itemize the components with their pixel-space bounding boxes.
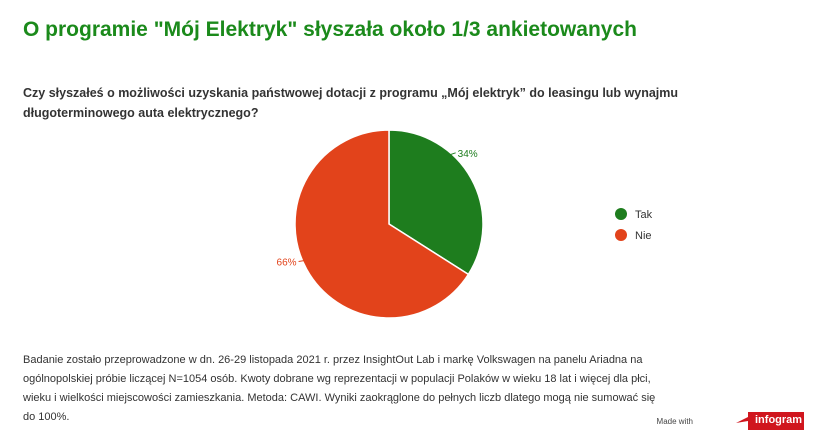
leader-line-tak	[449, 152, 456, 156]
legend-label-nie[interactable]: Nie	[635, 230, 652, 242]
pie-slice-nie[interactable]	[294, 129, 470, 319]
infogram-brand-text[interactable]: infogram	[755, 414, 803, 426]
made-with-label: Made with	[656, 417, 693, 426]
leader-line-nie	[298, 260, 305, 263]
survey-question: Czy słyszałeś o możliwości uzyskania pań…	[23, 86, 679, 120]
data-label-tak: 34%	[458, 149, 478, 160]
legend-marker-nie[interactable]	[615, 229, 627, 241]
legend-marker-tak[interactable]	[615, 208, 627, 220]
data-label-nie: 66%	[277, 258, 297, 269]
methodology-note: Badanie zostało przeprowadzone w dn. 26-…	[23, 354, 656, 423]
chart-title: O programie "Mój Elektryk" słyszała okoł…	[23, 18, 637, 41]
legend-label-tak[interactable]: Tak	[635, 209, 653, 221]
infogram-logo[interactable]	[736, 410, 804, 432]
